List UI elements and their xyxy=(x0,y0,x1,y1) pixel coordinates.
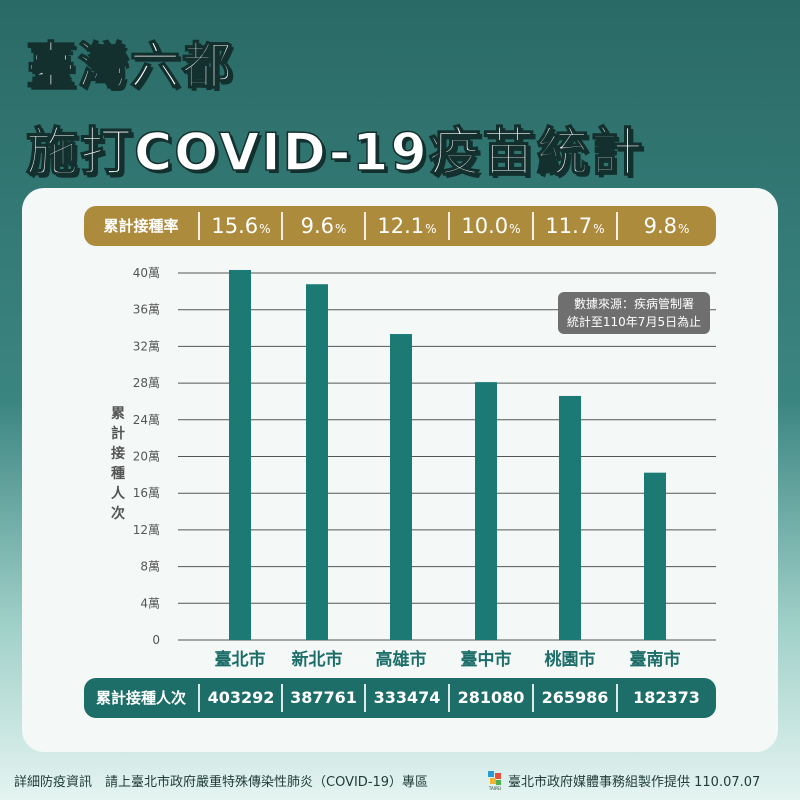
y-axis-label: 累計接種人次 xyxy=(111,406,125,522)
source-note: 數據來源：疾病管制署 統計至110年7月5日為止 xyxy=(558,292,710,334)
count-value: 387761 xyxy=(290,688,357,707)
y-tick-label: 8萬 xyxy=(140,560,160,574)
y-tick-label: 0 xyxy=(152,633,160,647)
y-axis-ticks: 0 4萬 8萬 12萬 16萬 20萬 24萬 28萬 32萬 36萬 40萬 xyxy=(133,266,160,647)
x-category-label: 臺南市 xyxy=(630,649,681,670)
y-tick-label: 24萬 xyxy=(133,413,160,427)
rate-value: 9.6% xyxy=(300,214,347,238)
rate-value: 10.0% xyxy=(461,214,521,238)
title-line-2: 施打COVID-19疫苗統計 xyxy=(25,122,645,184)
vaccination-rate-row: 累計接種率 15.6% 9.6% 12.1% 10.0% 11.7% 9.8% xyxy=(84,206,716,246)
y-tick-label: 12萬 xyxy=(133,523,160,537)
vaccination-rate-label: 累計接種率 xyxy=(103,217,179,235)
x-axis-labels: 臺北市 新北市 高雄市 臺中市 桃園市 臺南市 xyxy=(215,649,681,670)
rate-value: 15.6% xyxy=(211,214,271,238)
x-category-label: 高雄市 xyxy=(376,649,427,670)
rate-value: 9.8% xyxy=(643,214,690,238)
bar xyxy=(475,382,497,640)
y-tick-label: 28萬 xyxy=(133,376,160,390)
y-tick-label: 20萬 xyxy=(133,450,160,464)
title-line-1: 臺灣六都 xyxy=(25,36,234,96)
rate-value: 11.7% xyxy=(545,214,605,238)
footer-credit-text: 臺北市政府媒體事務組製作提供 110.07.07 xyxy=(508,775,761,790)
x-category-label: 臺中市 xyxy=(461,649,512,670)
count-value: 182373 xyxy=(633,688,700,707)
bar xyxy=(229,269,251,640)
footer-info-text: 詳細防疫資訊 請上臺北市政府嚴重特殊傳染性肺炎（COVID-19）專區 xyxy=(14,775,429,790)
x-category-label: 桃園市 xyxy=(545,649,596,670)
x-category-label: 新北市 xyxy=(292,649,343,670)
y-tick-label: 32萬 xyxy=(133,339,160,353)
y-tick-label: 40萬 xyxy=(133,266,160,280)
y-tick-label: 36萬 xyxy=(133,303,160,317)
taipei-logo-icon: TAIPEI xyxy=(488,771,501,791)
y-tick-label: 16萬 xyxy=(133,486,160,500)
count-value: 333474 xyxy=(373,688,441,707)
bar xyxy=(644,472,666,640)
count-value: 281080 xyxy=(457,688,525,707)
source-note-line-2: 統計至110年7月5日為止 xyxy=(566,315,702,329)
bars xyxy=(229,269,666,640)
footer: 詳細防疫資訊 請上臺北市政府嚴重特殊傳染性肺炎（COVID-19）專區 TAIP… xyxy=(0,760,800,800)
bar xyxy=(390,334,412,640)
x-category-label: 臺北市 xyxy=(215,649,266,670)
source-note-line-1: 數據來源：疾病管制署 xyxy=(573,297,694,311)
bar xyxy=(559,395,581,640)
count-value: 403292 xyxy=(207,688,275,707)
count-value: 265986 xyxy=(541,688,609,707)
rate-value: 12.1% xyxy=(377,214,437,238)
bar xyxy=(306,284,328,640)
gridlines xyxy=(178,272,716,641)
svg-text:TAIPEI: TAIPEI xyxy=(488,786,501,791)
vaccination-count-row: 累計接種人次 403292 387761 333474 281080 26598… xyxy=(84,678,716,718)
vaccination-count-label: 累計接種人次 xyxy=(95,689,186,707)
y-tick-label: 4萬 xyxy=(140,596,160,610)
